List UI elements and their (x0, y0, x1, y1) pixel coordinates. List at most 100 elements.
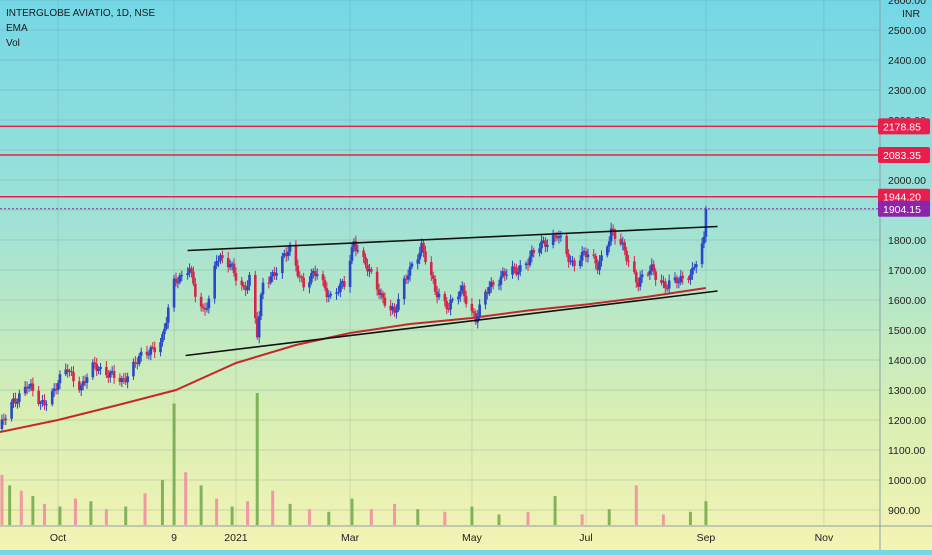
candle-body (203, 308, 207, 310)
candle-body (422, 242, 425, 252)
y-tick-label: 1200.00 (888, 415, 926, 427)
candle-body (559, 235, 563, 237)
volume-bar (73, 498, 77, 525)
candle-body (147, 354, 151, 356)
candle-body (691, 267, 694, 275)
candle-body (172, 278, 176, 308)
candle-body (77, 381, 81, 391)
volume-bar (704, 501, 708, 525)
volume-bar (31, 495, 35, 525)
candle-body (112, 370, 116, 378)
candle-body (578, 260, 582, 267)
horizontal-levels (0, 125, 880, 210)
candle-body (124, 378, 128, 383)
candle-body (95, 363, 99, 371)
volume-bar (184, 472, 188, 525)
candle-body (447, 308, 451, 310)
candle-body (83, 381, 87, 383)
y-tick-label: 1100.00 (888, 445, 925, 457)
price-tag-box (878, 200, 930, 217)
candle-body (571, 260, 574, 262)
y-tick-label: 900.00 (888, 505, 920, 517)
candle-body (513, 266, 516, 268)
candle-body (93, 362, 97, 364)
symbol-title[interactable]: INTERGLOBE AVIATIO, 1D, NSE (6, 8, 156, 19)
candle-body (457, 296, 460, 300)
y-tick-label: 2500.00 (888, 25, 926, 37)
candle-body (321, 274, 325, 281)
price-axis[interactable]: 900.00 1000.00 1100.00 1200.00 1300.00 1400.0… (879, 0, 926, 550)
candle-body (605, 246, 609, 256)
candle-body (192, 271, 195, 284)
x-tick-label: Sep (697, 532, 716, 544)
candle-body (139, 351, 143, 356)
candle-body (329, 293, 333, 296)
volume-bar (172, 403, 176, 525)
candle-body (501, 271, 505, 277)
candle-body (161, 334, 164, 343)
candle-body (325, 288, 329, 298)
candle-body (375, 271, 379, 290)
candle-body (176, 282, 180, 284)
y-tick-label: 2300.00 (888, 85, 926, 97)
candle-body (217, 260, 220, 262)
candle-body (269, 276, 273, 283)
candle-body (654, 271, 657, 280)
candle-body (110, 370, 114, 372)
volume-bar (215, 498, 219, 525)
candle-body (648, 270, 652, 275)
candle-body (627, 260, 630, 262)
volume-indicator-label[interactable]: Vol (6, 38, 20, 49)
candle-body (553, 235, 557, 237)
candle-body (528, 256, 532, 266)
candle-body (288, 244, 292, 252)
y-tick-label: 1800.00 (888, 235, 926, 247)
candle-body (402, 278, 406, 300)
candle-body (580, 251, 584, 261)
candle-body (445, 301, 449, 309)
candle-body (302, 277, 305, 288)
price-tag-label: 2178.85 (883, 121, 921, 133)
candle-body (702, 236, 706, 244)
candle-body (518, 265, 522, 272)
candle-body (515, 267, 518, 275)
candle-body (137, 355, 141, 364)
candle-body (25, 386, 29, 389)
candle-body (240, 280, 244, 286)
candle-body (108, 371, 112, 378)
candle-body (281, 256, 284, 274)
candle-body (342, 281, 346, 287)
volume-bar (307, 509, 311, 525)
volume-bar (634, 485, 638, 525)
candle-body (64, 369, 68, 375)
volume-bar (497, 514, 501, 525)
trendlines[interactable] (185, 225, 718, 357)
candle-body (244, 287, 247, 291)
candle-body (341, 281, 344, 284)
candle-body (664, 281, 667, 289)
candle-body (555, 235, 559, 239)
volume-bar (393, 503, 397, 525)
volume-bar (89, 501, 93, 525)
candle-body (174, 278, 178, 283)
candle-body (246, 285, 249, 291)
ema-curve (0, 287, 707, 433)
volume-bar (607, 509, 611, 525)
candle-body (366, 264, 369, 272)
time-axis[interactable]: Oct 9 2021 Mar May Jul Sep Nov (0, 525, 932, 544)
candle-body (704, 208, 708, 237)
candle-body (308, 282, 311, 288)
ema-indicator-label[interactable]: EMA (6, 23, 28, 34)
x-tick-label: 9 (171, 532, 177, 544)
candle-body (201, 306, 205, 309)
candle-body (538, 248, 541, 253)
candle-body (625, 250, 628, 261)
candle-body (464, 296, 468, 304)
candle-body (530, 249, 534, 257)
candle-body (567, 254, 570, 262)
candle-body (565, 235, 568, 255)
volume-bar (271, 490, 275, 525)
candle-body (350, 247, 354, 261)
